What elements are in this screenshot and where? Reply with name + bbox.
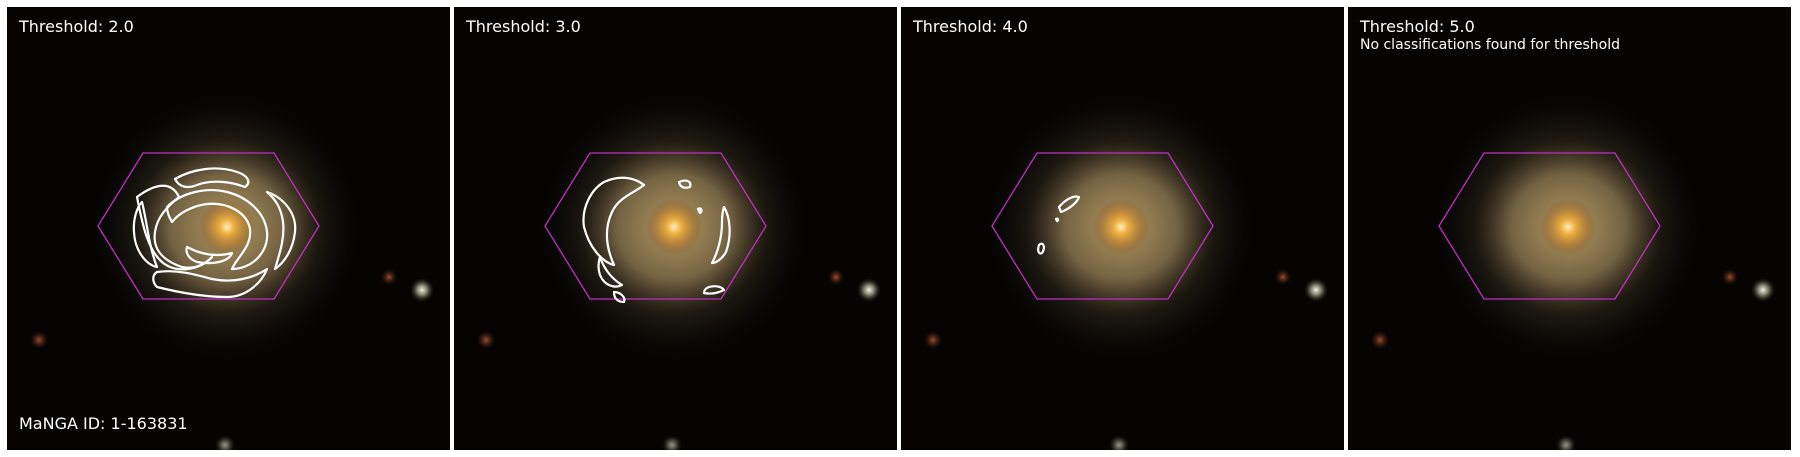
ifu-hexagon [991, 152, 1214, 300]
classification-contours [132, 167, 297, 299]
panel-threshold-2: Threshold: 2.0 MaNGA ID: 1-163831 [7, 7, 450, 450]
galaxy-id-label: MaNGA ID: 1-163831 [19, 414, 188, 433]
ifu-hexagon [544, 152, 767, 300]
ifu-hexagon [97, 152, 320, 300]
galaxy-image [901, 7, 1344, 450]
panel-title: Threshold: 3.0 [466, 17, 581, 36]
classification-contours [1037, 195, 1081, 255]
no-classifications-note: No classifications found for threshold [1360, 37, 1620, 53]
panel-title: Threshold: 4.0 [913, 17, 1028, 36]
panel-threshold-4: Threshold: 4.0 [901, 7, 1344, 450]
ifu-hexagon [1438, 152, 1661, 300]
galaxy-image [454, 7, 897, 450]
panel-title: Threshold: 5.0 [1360, 17, 1475, 36]
panel-title: Threshold: 2.0 [19, 17, 134, 36]
galaxy-image [7, 7, 450, 450]
galaxy-image [1348, 7, 1791, 450]
panel-threshold-5: Threshold: 5.0 No classifications found … [1348, 7, 1791, 450]
classification-contours [582, 176, 731, 304]
panel-threshold-3: Threshold: 3.0 [454, 7, 897, 450]
